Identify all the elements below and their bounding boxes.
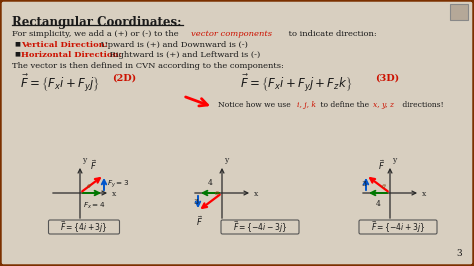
Text: ■: ■ [14, 41, 20, 46]
Text: Notice how we use: Notice how we use [218, 101, 293, 109]
Text: vector components: vector components [191, 30, 272, 38]
Text: $\vec{F} = \{-4i - 3j\}$: $\vec{F} = \{-4i - 3j\}$ [233, 219, 287, 235]
Text: $\vec{F} = \left\{F_x i + F_y j + F_z k\right\}$: $\vec{F} = \left\{F_x i + F_y j + F_z k\… [240, 73, 352, 94]
Text: The vector is then defined in CVN according to the components:: The vector is then defined in CVN accord… [12, 62, 284, 70]
Text: Rightward is (+) and Leftward is (-): Rightward is (+) and Leftward is (-) [107, 51, 260, 59]
Text: (2D): (2D) [112, 74, 136, 83]
Text: Horizontal Direction:: Horizontal Direction: [21, 51, 122, 59]
Text: $\vec{F} = \left\{F_x i + F_y j\right\}$: $\vec{F} = \left\{F_x i + F_y j\right\}$ [20, 73, 100, 94]
Text: x: x [422, 190, 426, 198]
Text: y: y [392, 156, 396, 164]
Text: Rectangular Coordinates:: Rectangular Coordinates: [12, 16, 182, 29]
Text: $F_y = 3$: $F_y = 3$ [107, 178, 129, 190]
Text: 3: 3 [361, 180, 366, 188]
Text: i, j, k: i, j, k [297, 101, 316, 109]
Text: directions!: directions! [400, 101, 444, 109]
Text: $\vec{F}$: $\vec{F}$ [90, 158, 97, 172]
Text: $\vec{F}$: $\vec{F}$ [378, 158, 385, 172]
Text: $\vec{F} = \{-4i + 3j\}$: $\vec{F} = \{-4i + 3j\}$ [371, 219, 425, 235]
Text: x: x [254, 190, 258, 198]
Text: For simplicity, we add a (+) or (-) to the: For simplicity, we add a (+) or (-) to t… [12, 30, 181, 38]
Text: y: y [82, 156, 86, 164]
Text: y: y [224, 156, 228, 164]
Text: 4: 4 [208, 179, 212, 187]
Text: $\theta$: $\theta$ [381, 182, 387, 190]
Text: 3: 3 [456, 249, 462, 258]
FancyBboxPatch shape [450, 4, 468, 20]
Text: $\vec{F}$: $\vec{F}$ [196, 214, 203, 228]
Text: 4: 4 [375, 200, 381, 208]
Text: ■: ■ [14, 51, 20, 56]
Text: 3: 3 [193, 198, 198, 206]
Text: to define the: to define the [318, 101, 372, 109]
FancyBboxPatch shape [221, 220, 299, 234]
Text: x: x [112, 190, 116, 198]
FancyBboxPatch shape [48, 220, 119, 234]
Text: $\theta$: $\theta$ [86, 182, 91, 190]
Text: $\vec{F} = \{4i + 3j\}$: $\vec{F} = \{4i + 3j\}$ [60, 219, 108, 235]
Text: $\theta$: $\theta$ [214, 189, 220, 197]
Text: (3D): (3D) [375, 74, 399, 83]
Text: to indicate direction:: to indicate direction: [286, 30, 377, 38]
Text: Vertical Direction:: Vertical Direction: [21, 41, 108, 49]
Text: $F_x = 4$: $F_x = 4$ [83, 201, 105, 211]
Text: Upward is (+) and Downward is (-): Upward is (+) and Downward is (-) [98, 41, 248, 49]
FancyBboxPatch shape [359, 220, 437, 234]
Text: x, y, z: x, y, z [373, 101, 394, 109]
